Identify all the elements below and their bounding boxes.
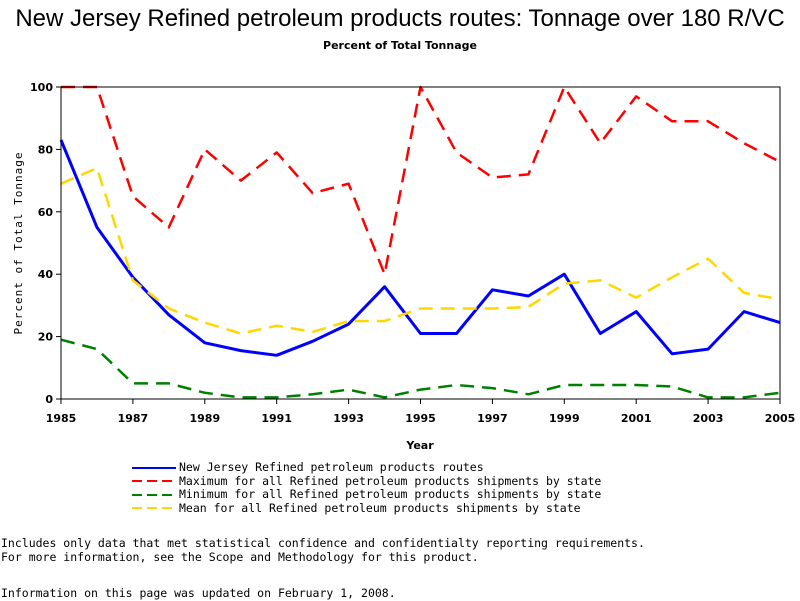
legend-label-mean: Mean for all Refined petroleum products …: [179, 500, 581, 515]
footnote-line-1: Includes only data that met statistical …: [1, 536, 645, 550]
x-tick-label: 2001: [621, 412, 652, 425]
series-layer: [59, 85, 781, 399]
x-tick-label: 1989: [189, 412, 220, 425]
x-axis-title: Year: [405, 439, 434, 452]
legend-swatch-minimum: [132, 493, 176, 496]
line-chart: 1985 1987 1989 1991 1993 1995 1997 1999 2001 2003…: [12, 81, 796, 452]
y-tick-label: 60: [38, 206, 54, 219]
footnotes: Includes only data that met statistical …: [1, 536, 645, 564]
series-line-mean: [60, 166, 781, 335]
legend: New Jersey Refined petroleum products ro…: [132, 460, 602, 516]
x-tick-label: 1995: [405, 412, 436, 425]
legend-item-mean: Mean for all Refined petroleum products …: [132, 500, 601, 516]
legend-item-minimum: Minimum for all Refined petroleum produc…: [132, 487, 602, 502]
legend-label-minimum: Minimum for all Refined petroleum produc…: [179, 487, 602, 501]
legend-label-maximum: Maximum for all Refined petroleum produc…: [179, 473, 602, 488]
legend-swatch-maximum: [132, 480, 176, 483]
legend-swatch-nj-routes: [132, 466, 176, 469]
y-tick-label: 80: [38, 143, 54, 156]
x-axis: 1985 1987 1989 1991 1993 1995 1997 1999 2001 2003…: [46, 399, 796, 425]
legend-swatch-mean: [132, 507, 176, 510]
series-line-maximum: [61, 85, 781, 276]
y-axis: 0 20 40 60 80 100: [30, 81, 61, 406]
x-tick-label: 1999: [549, 412, 580, 425]
y-tick-label: 40: [38, 268, 54, 281]
series-line-nj-routes: [59, 139, 781, 357]
series-line-minimum: [60, 338, 781, 399]
chart-title: New Jersey Refined petroleum products ro…: [15, 5, 785, 32]
y-tick-label: 20: [38, 331, 54, 344]
legend-item-maximum: Maximum for all Refined petroleum produc…: [132, 473, 602, 489]
x-tick-label: 1993: [333, 412, 364, 425]
footnote-line-2: For more information, see the Scope and …: [1, 549, 479, 564]
y-tick-label: 0: [45, 393, 53, 406]
legend-label-nj-routes: New Jersey Refined petroleum products ro…: [179, 460, 484, 474]
chart-subtitle: Percent of Total Tonnage: [323, 39, 477, 52]
x-tick-label: 1997: [477, 412, 508, 425]
updated-note: Information on this page was updated on …: [1, 586, 396, 600]
x-tick-label: 1987: [118, 412, 149, 425]
x-tick-label: 2005: [765, 412, 796, 425]
y-axis-title: Percent of Total Tonnage: [12, 152, 25, 335]
x-tick-label: 1985: [46, 412, 77, 425]
legend-item-nj-routes: New Jersey Refined petroleum products ro…: [132, 460, 601, 475]
x-tick-label: 1991: [261, 412, 292, 425]
y-tick-label: 100: [30, 81, 53, 94]
x-tick-label: 2003: [693, 412, 724, 425]
